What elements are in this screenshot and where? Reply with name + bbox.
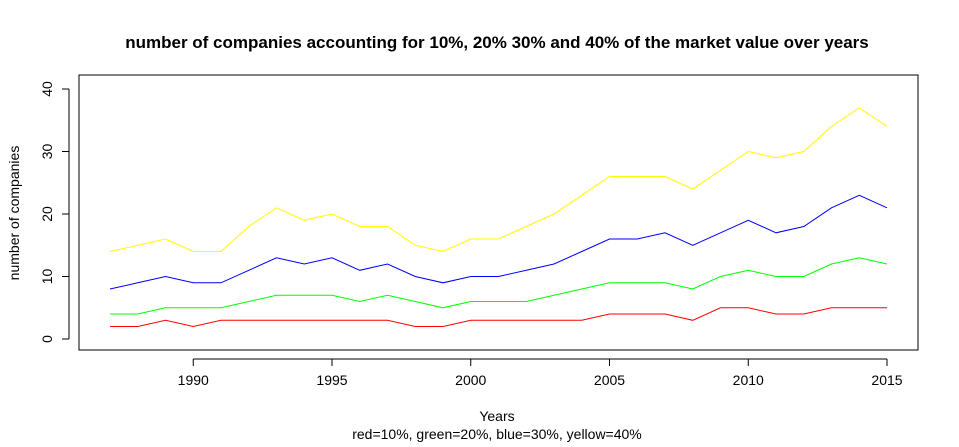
x-axis: 1990 1995 2000 2005 2010 2015 (178, 358, 903, 388)
x-tick-label: 2005 (594, 372, 625, 388)
x-tick-label: 1995 (316, 372, 347, 388)
series-line-2 (110, 257, 888, 315)
x-tick-label: 1990 (178, 372, 209, 388)
chart-title: number of companies accounting for 10%, … (125, 33, 869, 52)
y-tick-label: 20 (39, 206, 55, 222)
y-tick-label: 0 (39, 335, 55, 343)
x-axis-label: Years (479, 408, 514, 424)
series-line-1 (110, 307, 887, 328)
series-line-4 (109, 107, 888, 253)
plot-frame (78, 74, 919, 351)
y-axis-label: number of companies (6, 146, 22, 281)
x-tick-label: 2015 (871, 372, 902, 388)
series-line-3 (109, 194, 888, 290)
y-tick-label: 30 (39, 144, 55, 160)
x-tick-label: 2000 (455, 372, 486, 388)
x-tick-label: 2010 (733, 372, 764, 388)
series-group (109, 107, 888, 328)
y-tick-label: 40 (39, 81, 55, 97)
y-tick-label: 10 (39, 269, 55, 285)
caption: red=10%, green=20%, blue=30%, yellow=40% (352, 426, 642, 442)
y-axis: 0 10 20 30 40 (39, 81, 70, 343)
